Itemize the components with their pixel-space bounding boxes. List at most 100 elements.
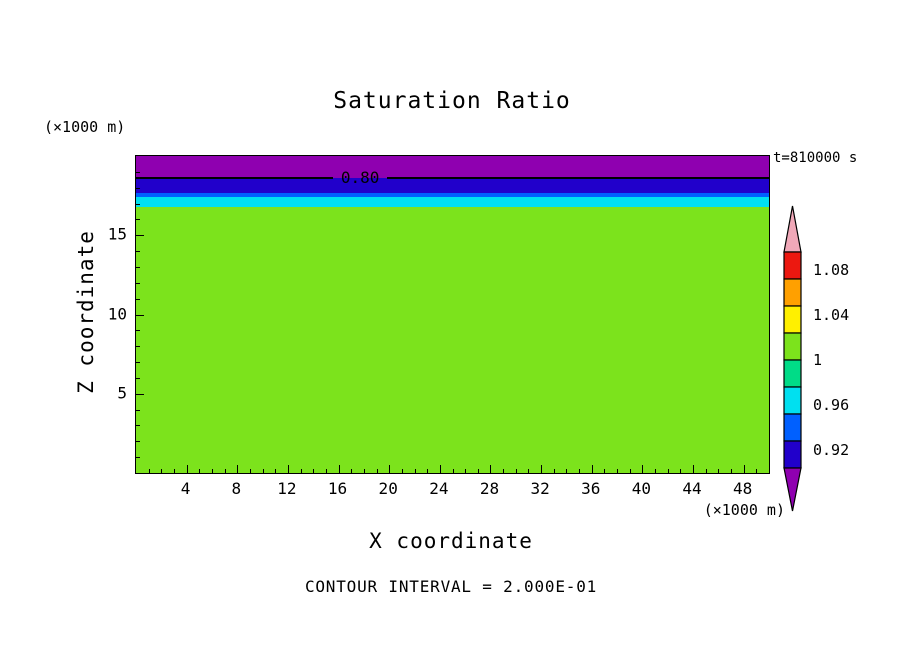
contour-fill-layer-cyan bbox=[136, 197, 769, 207]
y-minor-tick bbox=[136, 251, 140, 253]
x-tick-label: 32 bbox=[530, 479, 550, 498]
colorbar-label: 0.96 bbox=[813, 396, 850, 414]
y-minor-tick bbox=[136, 441, 140, 443]
x-minor-tick bbox=[325, 469, 327, 473]
x-minor-tick bbox=[211, 469, 213, 473]
x-major-tick bbox=[693, 465, 695, 473]
y-minor-tick bbox=[136, 282, 140, 284]
y-minor-tick bbox=[136, 346, 140, 348]
x-tick-label: 28 bbox=[479, 479, 500, 498]
x-minor-tick bbox=[731, 469, 733, 473]
x-minor-tick bbox=[376, 469, 378, 473]
x-axis-label: X coordinate bbox=[369, 529, 533, 553]
timestamp-label: t=810000 s bbox=[773, 150, 858, 166]
x-major-tick bbox=[389, 465, 391, 473]
colorbar-bottom-arrow bbox=[783, 467, 802, 512]
y-tick-label: 15 bbox=[107, 224, 127, 244]
x-minor-tick bbox=[249, 469, 251, 473]
y-tick-label: 5 bbox=[117, 383, 127, 403]
x-tick-label: 12 bbox=[277, 479, 297, 498]
x-tick-label: 4 bbox=[180, 479, 191, 498]
chart-title: Saturation Ratio bbox=[333, 88, 571, 114]
x-minor-tick bbox=[705, 469, 707, 473]
contour-line bbox=[136, 177, 334, 180]
colorbar-segment-red bbox=[783, 251, 802, 280]
y-minor-tick bbox=[136, 266, 140, 268]
x-minor-tick bbox=[566, 469, 568, 473]
x-minor-tick bbox=[199, 469, 201, 473]
y-minor-tick bbox=[136, 409, 140, 411]
x-minor-tick bbox=[579, 469, 581, 473]
y-minor-tick bbox=[136, 425, 140, 427]
x-minor-tick bbox=[363, 469, 365, 473]
x-major-tick bbox=[642, 465, 644, 473]
contour-label: 0.80 bbox=[340, 168, 380, 188]
x-minor-tick bbox=[148, 469, 150, 473]
x-tick-label: 36 bbox=[581, 479, 601, 498]
x-minor-tick bbox=[300, 469, 302, 473]
x-tick-label: 48 bbox=[733, 479, 753, 498]
colorbar bbox=[783, 205, 802, 512]
plot-area: 0.80 bbox=[135, 155, 770, 474]
x-minor-tick bbox=[275, 469, 277, 473]
colorbar-label: 1 bbox=[813, 351, 823, 369]
colorbar-segment-navy bbox=[783, 440, 802, 469]
colorbar-segment-green bbox=[783, 332, 802, 361]
colorbar-label: 1.04 bbox=[813, 306, 850, 324]
y-major-tick bbox=[136, 393, 144, 395]
x-minor-tick bbox=[313, 469, 315, 473]
x-major-tick bbox=[237, 465, 239, 473]
y-minor-tick bbox=[136, 362, 140, 364]
x-minor-tick bbox=[528, 469, 530, 473]
x-minor-tick bbox=[465, 469, 467, 473]
contour-fill-layer-navy bbox=[136, 178, 769, 194]
x-minor-tick bbox=[629, 469, 631, 473]
colorbar-segment-cyan bbox=[783, 386, 802, 415]
y-major-tick bbox=[136, 314, 144, 316]
x-tick-label: 24 bbox=[429, 479, 449, 498]
x-major-tick bbox=[743, 465, 745, 473]
x-minor-tick bbox=[604, 469, 606, 473]
colorbar-top-arrow bbox=[783, 205, 802, 253]
x-minor-tick bbox=[224, 469, 226, 473]
x-minor-tick bbox=[427, 469, 429, 473]
x-minor-tick bbox=[617, 469, 619, 473]
x-minor-tick bbox=[680, 469, 682, 473]
y-minor-tick bbox=[136, 330, 140, 332]
y-minor-tick bbox=[136, 298, 140, 300]
y-axis-units-label: (×1000 m) bbox=[44, 118, 126, 136]
x-tick-label: 20 bbox=[378, 479, 398, 498]
contour-fill-layer-green bbox=[136, 206, 769, 473]
x-minor-tick bbox=[667, 469, 669, 473]
y-minor-tick bbox=[136, 187, 140, 189]
x-minor-tick bbox=[553, 469, 555, 473]
x-tick-label: 40 bbox=[631, 479, 652, 498]
y-minor-tick bbox=[136, 171, 140, 173]
x-minor-tick bbox=[655, 469, 657, 473]
y-tick-label: 10 bbox=[107, 304, 127, 323]
x-minor-tick bbox=[262, 469, 264, 473]
x-minor-tick bbox=[756, 469, 758, 473]
x-major-tick bbox=[490, 465, 492, 473]
x-tick-label: 16 bbox=[327, 479, 348, 498]
contour-fill-layer-blue bbox=[136, 193, 769, 198]
x-minor-tick bbox=[718, 469, 720, 473]
colorbar-label: 0.92 bbox=[813, 441, 850, 459]
x-minor-tick bbox=[452, 469, 454, 473]
x-major-tick bbox=[338, 465, 340, 473]
x-minor-tick bbox=[401, 469, 403, 473]
y-minor-tick bbox=[136, 203, 140, 205]
contour-interval-caption: CONTOUR INTERVAL = 2.000E-01 bbox=[304, 577, 598, 596]
x-minor-tick bbox=[161, 469, 163, 473]
x-major-tick bbox=[541, 465, 543, 473]
colorbar-segment-blue bbox=[783, 413, 802, 442]
x-minor-tick bbox=[503, 469, 505, 473]
x-major-tick bbox=[186, 465, 188, 473]
x-major-tick bbox=[439, 465, 441, 473]
contour-line bbox=[387, 177, 769, 180]
x-axis-units-label: (×1000 m) bbox=[703, 501, 785, 519]
colorbar-label: 1.08 bbox=[813, 261, 850, 279]
x-minor-tick bbox=[351, 469, 353, 473]
x-tick-label: 44 bbox=[682, 479, 702, 498]
